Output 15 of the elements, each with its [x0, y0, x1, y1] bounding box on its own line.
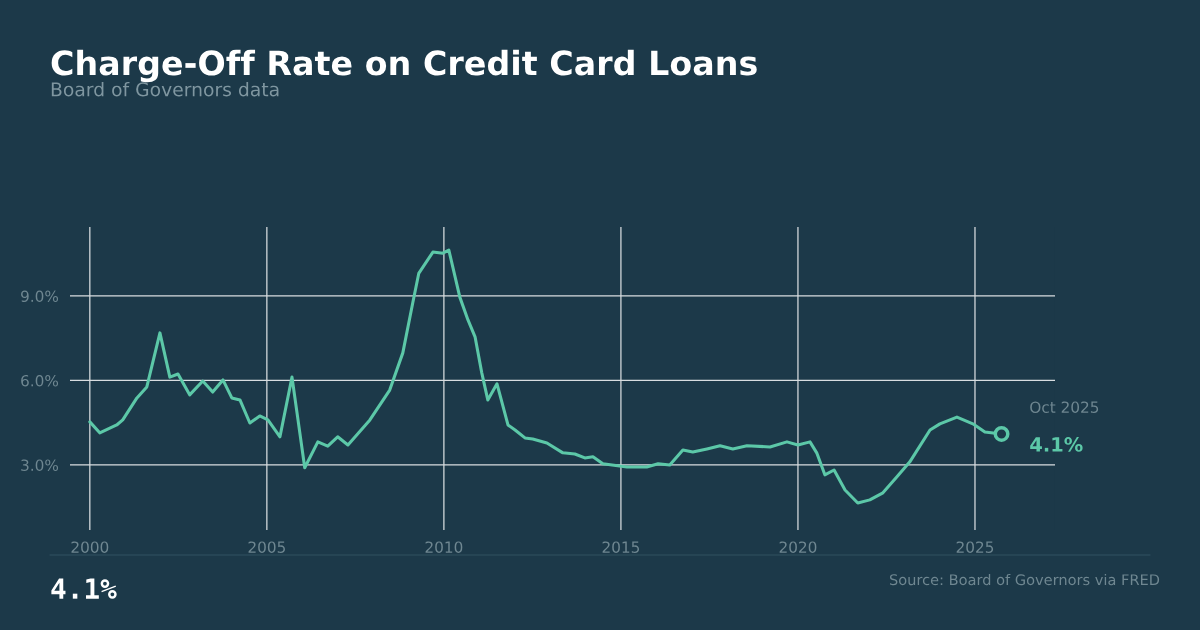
text: 4.1%: [51, 578, 117, 599]
x-tick-label: 2005: [248, 541, 285, 553]
y-tick-label: 9.0%: [21, 290, 59, 303]
source-note: Source: Board of Governors via FRED: [889, 573, 1160, 586]
x-tick-label: 2025: [956, 541, 994, 553]
chart-subtitle: Board of Governors data: [51, 81, 279, 97]
annotation: 4.1%: [1030, 437, 1083, 452]
x-tick-label: 2015: [602, 541, 640, 553]
y-tick-label: 6.0%: [21, 374, 59, 387]
chart-title: Charge-Off Rate on Credit Card Loans: [51, 49, 757, 83]
annotation: Oct 2025: [1030, 401, 1099, 413]
x-tick-label: 2000: [71, 541, 109, 553]
x-tick-label: 2010: [425, 541, 463, 553]
y-tick-label: 3.0%: [21, 459, 59, 471]
x-tick-label: 2020: [779, 541, 817, 553]
